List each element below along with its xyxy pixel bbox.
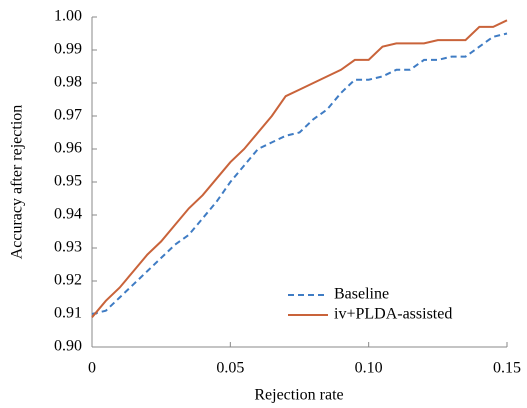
- x-tick-label: 0.15: [493, 360, 521, 377]
- legend-label: Baseline: [334, 286, 389, 303]
- y-tick-label: 0.95: [54, 173, 82, 190]
- x-axis-label: Rejection rate: [254, 387, 343, 404]
- y-tick-label: 0.92: [54, 272, 82, 289]
- legend-label: iv+PLDA-assisted: [334, 306, 452, 323]
- y-tick-label: 0.94: [54, 206, 82, 223]
- x-tick-label: 0: [88, 360, 96, 377]
- y-tick-label: 0.99: [54, 41, 82, 58]
- y-tick-label: 0.91: [54, 305, 82, 322]
- y-tick-label: 0.90: [54, 338, 82, 355]
- series-line: [91, 19, 508, 318]
- y-tick-label: 0.93: [54, 239, 82, 256]
- series-line: [91, 32, 508, 315]
- x-tick-label: 0.05: [216, 360, 244, 377]
- y-axis-label: Accuracy after rejection: [9, 105, 26, 260]
- y-tick-label: 0.96: [54, 140, 82, 157]
- x-tick-label: 0.10: [355, 360, 383, 377]
- y-tick-label: 0.97: [54, 107, 82, 124]
- y-tick-label: 0.98: [54, 74, 82, 91]
- y-tick-label: 1.00: [54, 8, 82, 25]
